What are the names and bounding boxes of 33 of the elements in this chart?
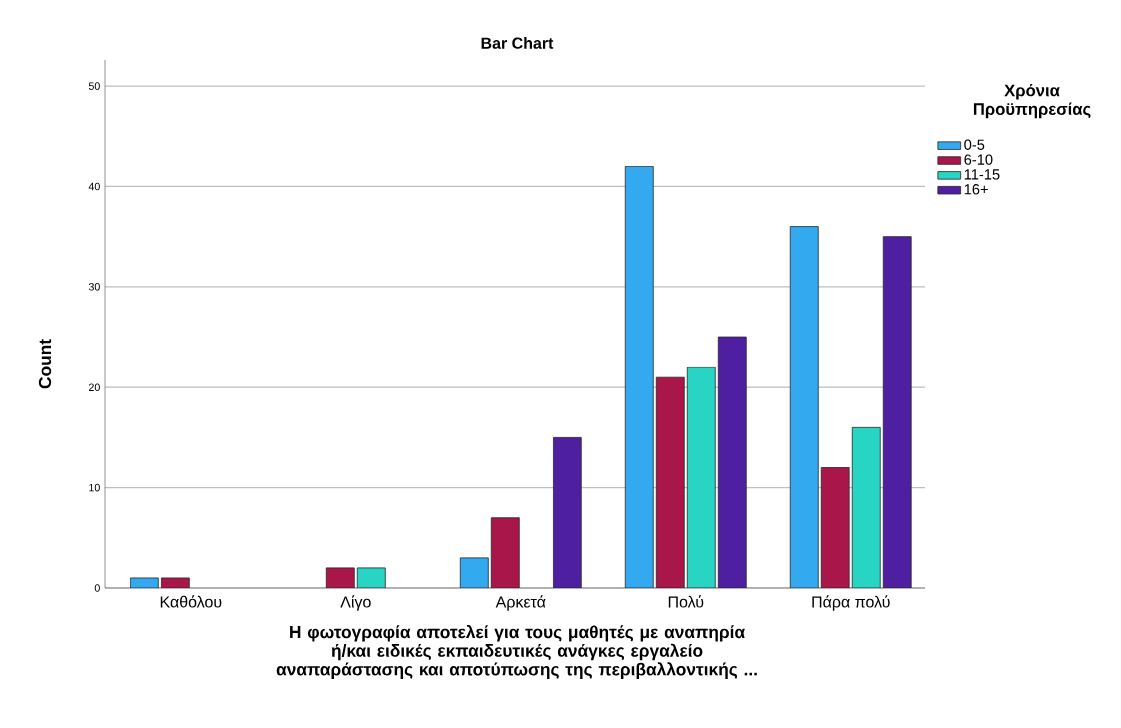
bar <box>789 226 819 588</box>
y-tick-label: 10 <box>89 483 100 492</box>
bar <box>851 426 881 588</box>
x-axis-title: Η φωτογραφία αποτελεί για τους μαθητές με αναπηρία ή/και ειδικές εκπαιδευτικές ανάγκες εργαλείο αναπαράστασης και αποτύπωσης της περιβαλλοντικής ... <box>276 625 757 679</box>
bar <box>129 577 159 588</box>
y-tick-label: 40 <box>88 182 100 191</box>
bar <box>820 467 850 588</box>
x-tick-label: Πολύ <box>668 595 704 608</box>
bar <box>686 366 716 588</box>
bar <box>160 577 190 588</box>
y-tick-label: 50 <box>88 82 100 90</box>
y-tick-label: 20 <box>88 383 100 391</box>
x-tick-label: Αρκετά <box>495 595 546 611</box>
legend-title: Χρόνια Προϋπηρεσίας <box>973 83 1091 119</box>
bar <box>325 567 355 588</box>
bar <box>655 376 685 588</box>
legend-label: 6-10 <box>964 154 993 165</box>
legend-label: 11-15 <box>964 169 1000 180</box>
bar <box>624 165 654 588</box>
chart-title: Bar Chart <box>481 37 554 49</box>
legend-label: 16+ <box>964 184 988 195</box>
bar <box>552 437 582 588</box>
x-tick-label: Καθόλου <box>160 595 222 608</box>
legend-label: 0-5 <box>964 139 985 150</box>
y-tick-label: 0 <box>94 584 100 592</box>
x-tick-label: Πάρα πολύ <box>812 595 890 611</box>
x-tick-label: Λίγο <box>340 595 371 611</box>
bar <box>459 557 489 588</box>
y-axis-title: Count <box>38 339 52 389</box>
bar <box>717 336 747 588</box>
bar <box>490 517 520 588</box>
bar <box>882 236 912 588</box>
y-tick-label: 30 <box>88 283 100 291</box>
